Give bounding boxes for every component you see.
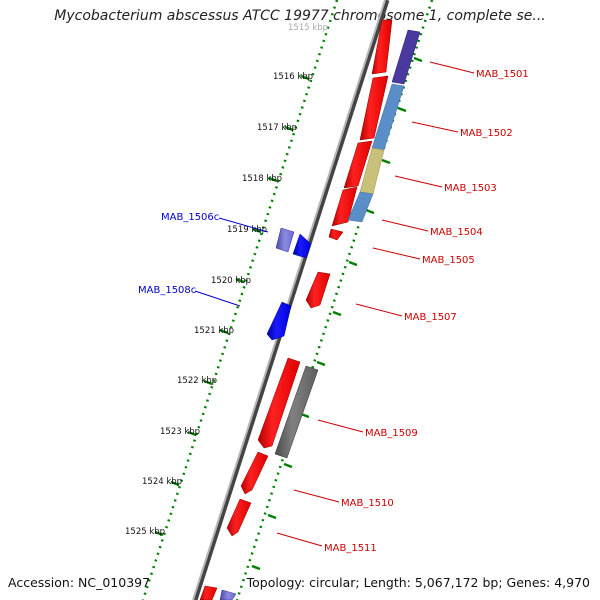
scale-label: 1520 kbp — [211, 276, 251, 286]
gene-mab-1511-feature[interactable] — [226, 498, 252, 537]
gene-label-mab-1507[interactable]: MAB_1507 — [404, 312, 457, 323]
scale-label: 1517 kbp — [257, 123, 297, 133]
gene-label-mab-1503[interactable]: MAB_1503 — [444, 183, 497, 194]
gene-mab-1507-feature[interactable] — [305, 271, 331, 309]
genome-summary-text: Topology: circular; Length: 5,067,172 bp… — [246, 575, 590, 590]
gene-label-mab-1511[interactable]: MAB_1511 — [324, 543, 377, 554]
gene-mab-1504-feature[interactable] — [331, 186, 358, 227]
gene-label-mab-1510[interactable]: MAB_1510 — [341, 498, 394, 509]
accession-text: Accession: NC_010397 — [8, 575, 151, 590]
gene-mab-1501-cds-band[interactable] — [391, 29, 421, 85]
scale-label: 1518 kbp — [242, 174, 282, 184]
gene-label-mab-1508c[interactable]: MAB_1508c — [138, 285, 196, 296]
gene-label-mab-1502[interactable]: MAB_1502 — [460, 128, 513, 139]
scale-label: 1524 kbp — [142, 477, 182, 487]
backbone-shadow — [192, 0, 390, 600]
gene-mab-1510-feature[interactable] — [240, 451, 269, 495]
gene-mab-1509-feature[interactable] — [257, 357, 301, 449]
scale-label: 1525 kbp — [125, 527, 165, 537]
gene-mab-1506c-feature-b[interactable] — [292, 233, 312, 259]
gene-label-mab-1506c[interactable]: MAB_1506c — [161, 212, 219, 223]
scale-label: 1523 kbp — [160, 427, 200, 437]
gene-mab-1503-feature[interactable] — [343, 140, 373, 189]
scale-label: 1521 kbp — [194, 326, 234, 336]
gene-partial-feature[interactable] — [199, 585, 218, 600]
backbone — [192, 0, 386, 600]
gene-label-mab-1504[interactable]: MAB_1504 — [430, 227, 483, 238]
scale-label: 1519 kbp — [227, 225, 267, 235]
gene-label-mab-1501[interactable]: MAB_1501 — [476, 69, 529, 80]
gene-mab-1501-feature[interactable] — [371, 19, 393, 75]
gene-mab-1502-feature[interactable] — [359, 75, 389, 141]
gene-mab-1505-feature[interactable] — [328, 228, 344, 241]
label-leader-lines — [194, 61, 475, 547]
scale-label: 1522 kbp — [177, 376, 217, 386]
map-title: Mycobacterium abscessus ATCC 19977 chrom… — [54, 8, 546, 24]
gene-label-mab-1509[interactable]: MAB_1509 — [365, 428, 418, 439]
gene-mab-1506c-feature-a[interactable] — [275, 227, 295, 253]
gene-mab-1509-pseudo-band[interactable] — [274, 365, 319, 459]
inner-scale-ring — [141, 0, 339, 600]
gene-label-mab-1505[interactable]: MAB_1505 — [422, 255, 475, 266]
scale-label: 1516 kbp — [273, 72, 313, 82]
scale-label: 1515 kbp — [288, 23, 328, 33]
gene-mab-1508c-feature[interactable] — [266, 301, 292, 341]
gene-partial-reverse-feature[interactable] — [219, 589, 237, 600]
gene-mab-1504-cds-band[interactable] — [347, 191, 374, 223]
outer-ticks — [251, 56, 423, 571]
inner-ticks — [154, 74, 310, 537]
